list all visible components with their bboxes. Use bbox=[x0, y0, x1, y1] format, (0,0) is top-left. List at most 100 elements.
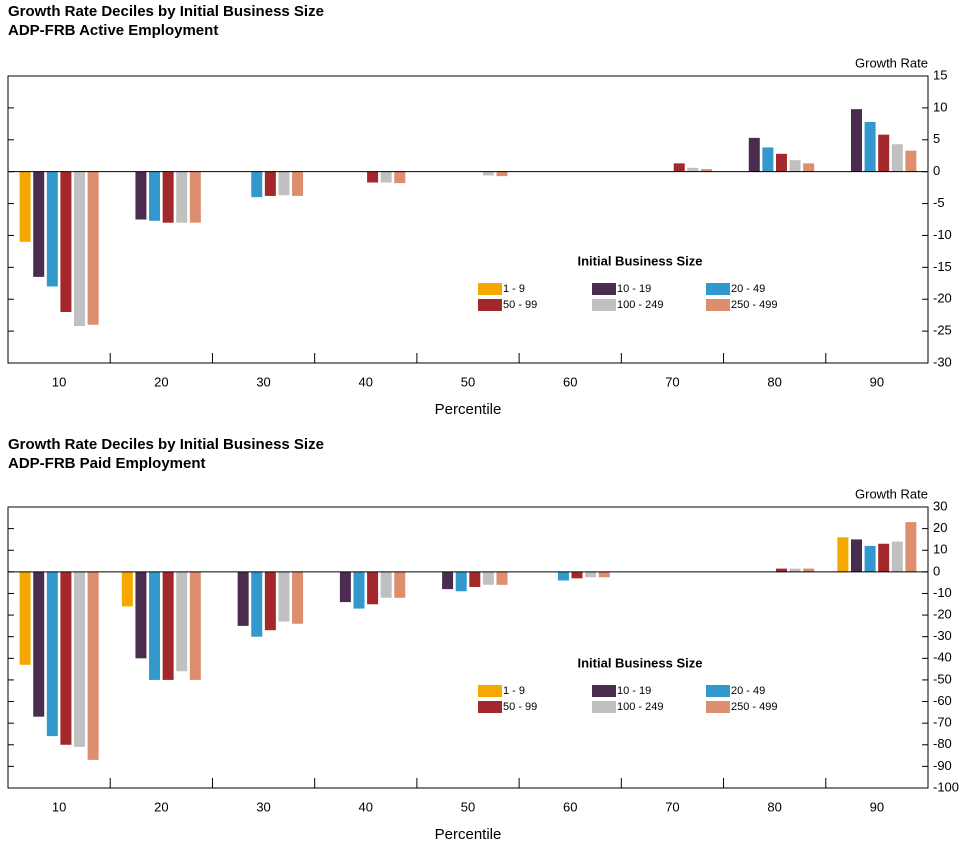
bar bbox=[748, 137, 760, 172]
bar bbox=[455, 571, 467, 592]
legend-swatch bbox=[478, 685, 502, 697]
y-tick-label: -10 bbox=[933, 585, 952, 600]
y-tick-label: -10 bbox=[933, 227, 952, 242]
bar bbox=[762, 147, 774, 172]
y-tick-label: -100 bbox=[933, 779, 959, 794]
bar bbox=[905, 150, 917, 172]
legend-label: 10 - 19 bbox=[617, 283, 651, 295]
bar bbox=[33, 571, 45, 717]
legend-swatch bbox=[592, 701, 616, 713]
bar bbox=[189, 171, 201, 223]
bar bbox=[162, 171, 174, 223]
bar bbox=[264, 171, 276, 196]
legend-swatch bbox=[478, 701, 502, 713]
bar bbox=[264, 571, 276, 631]
bar bbox=[149, 571, 161, 680]
y-tick-label: -15 bbox=[933, 259, 952, 274]
bar bbox=[496, 171, 508, 177]
bar bbox=[803, 163, 815, 172]
bar bbox=[394, 171, 406, 184]
bar bbox=[60, 171, 72, 312]
legend-label: 1 - 9 bbox=[503, 685, 525, 697]
bar bbox=[775, 153, 787, 172]
y-tick-label: -25 bbox=[933, 323, 952, 338]
bar bbox=[87, 571, 99, 760]
bar bbox=[19, 571, 31, 665]
bar bbox=[557, 571, 569, 581]
x-tick-label: 60 bbox=[563, 799, 577, 814]
bar bbox=[74, 171, 86, 327]
bar bbox=[380, 171, 392, 183]
bar bbox=[482, 571, 494, 585]
x-tick-label: 50 bbox=[461, 374, 475, 389]
legend-label: 20 - 49 bbox=[731, 685, 765, 697]
bar bbox=[878, 543, 890, 572]
legend-label: 50 - 99 bbox=[503, 299, 537, 311]
bar bbox=[891, 541, 903, 572]
x-tick-label: 40 bbox=[359, 799, 373, 814]
y-axis-label: Growth Rate bbox=[855, 55, 928, 70]
legend-swatch bbox=[478, 283, 502, 295]
y-tick-label: -40 bbox=[933, 650, 952, 665]
bar bbox=[74, 571, 86, 747]
legend-swatch bbox=[706, 701, 730, 713]
bar bbox=[19, 171, 31, 242]
bar bbox=[278, 171, 290, 196]
x-tick-label: 90 bbox=[870, 374, 884, 389]
y-tick-label: -70 bbox=[933, 715, 952, 730]
y-tick-label: 30 bbox=[933, 498, 947, 513]
bar bbox=[353, 571, 365, 609]
bar bbox=[135, 171, 147, 220]
bar bbox=[251, 171, 263, 198]
bar bbox=[864, 121, 876, 172]
bar bbox=[837, 537, 849, 572]
y-tick-label: -80 bbox=[933, 736, 952, 751]
bar bbox=[598, 571, 610, 578]
y-tick-label: 15 bbox=[933, 67, 947, 82]
bar bbox=[482, 171, 494, 176]
legend-swatch bbox=[592, 283, 616, 295]
plot-frame bbox=[7, 506, 929, 789]
y-tick-label: 20 bbox=[933, 520, 947, 535]
bar bbox=[189, 571, 201, 680]
bar bbox=[394, 571, 406, 598]
y-tick-label: -50 bbox=[933, 671, 952, 686]
bar bbox=[87, 171, 99, 325]
bar bbox=[33, 171, 45, 277]
x-tick-label: 70 bbox=[665, 374, 679, 389]
x-tick-label: 20 bbox=[154, 799, 168, 814]
legend-title: Initial Business Size bbox=[578, 253, 703, 268]
x-axis-label: Percentile bbox=[435, 401, 502, 418]
legend-title: Initial Business Size bbox=[578, 655, 703, 670]
y-tick-label: -5 bbox=[933, 195, 945, 210]
legend-label: 250 - 499 bbox=[731, 701, 777, 713]
bar bbox=[339, 571, 351, 603]
x-tick-label: 10 bbox=[52, 799, 66, 814]
y-tick-label: -30 bbox=[933, 628, 952, 643]
legend-label: 100 - 249 bbox=[617, 701, 663, 713]
bar bbox=[496, 571, 508, 585]
bar bbox=[251, 571, 263, 637]
y-tick-label: 0 bbox=[933, 563, 940, 578]
legend-label: 1 - 9 bbox=[503, 283, 525, 295]
bar bbox=[46, 571, 58, 737]
y-tick-label: -20 bbox=[933, 291, 952, 306]
x-tick-label: 50 bbox=[461, 799, 475, 814]
chart-title: Growth Rate Deciles by Initial Business … bbox=[8, 3, 324, 20]
legend-swatch bbox=[592, 299, 616, 311]
y-axis-label: Growth Rate bbox=[855, 486, 928, 501]
x-tick-label: 30 bbox=[256, 799, 270, 814]
x-tick-label: 80 bbox=[767, 799, 781, 814]
bar bbox=[905, 522, 917, 572]
y-tick-label: 10 bbox=[933, 99, 947, 114]
legend-swatch bbox=[478, 299, 502, 311]
bar bbox=[571, 571, 583, 579]
x-tick-label: 30 bbox=[256, 374, 270, 389]
bar bbox=[878, 134, 890, 172]
bar bbox=[60, 571, 72, 745]
x-tick-label: 80 bbox=[767, 374, 781, 389]
bar bbox=[864, 545, 876, 572]
bar bbox=[292, 171, 304, 196]
y-tick-label: -20 bbox=[933, 607, 952, 622]
bar bbox=[237, 571, 249, 626]
